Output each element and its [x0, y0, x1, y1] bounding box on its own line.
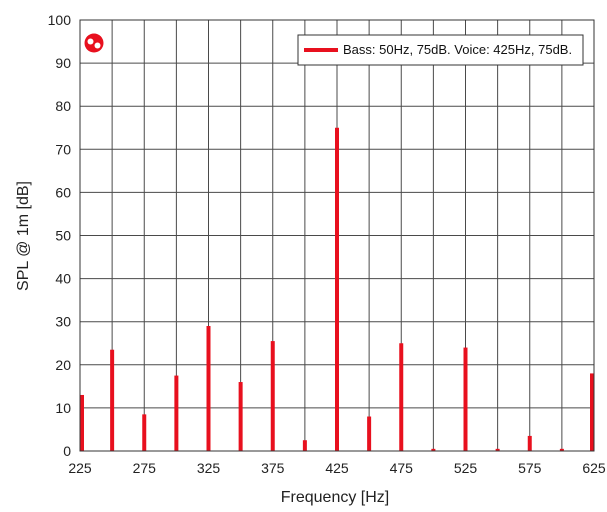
y-tick-label: 0	[63, 443, 71, 459]
legend: Bass: 50Hz, 75dB. Voice: 425Hz, 75dB.	[297, 34, 584, 66]
x-tick-label: 225	[68, 460, 92, 476]
bars	[80, 127, 594, 451]
spectrum-bar	[174, 375, 179, 451]
x-tick-label: 275	[133, 460, 157, 476]
spectrum-bar	[302, 440, 307, 451]
y-tick-label: 30	[55, 314, 71, 330]
spectrum-bar	[367, 416, 372, 451]
y-tick-label: 20	[55, 357, 71, 373]
y-tick-label: 90	[55, 55, 71, 71]
spectrum-bar	[431, 448, 436, 451]
x-tick-label: 575	[518, 460, 542, 476]
y-tick-label: 10	[55, 400, 71, 416]
y-tick-labels: 0 10 20 30 40 50 60 70 80 90 100	[48, 12, 72, 459]
spectrum-bar	[142, 414, 147, 451]
spectrum-bar	[110, 349, 115, 451]
spectrum-bar	[527, 435, 532, 451]
x-tick-label: 425	[325, 460, 349, 476]
spectrum-bar	[463, 347, 468, 451]
y-tick-label: 80	[55, 98, 71, 114]
y-tick-label: 100	[48, 12, 72, 28]
y-tick-label: 50	[55, 228, 71, 244]
spectrum-bar	[495, 448, 500, 451]
y-tick-label: 60	[55, 184, 71, 200]
brand-logo-icon	[84, 33, 104, 53]
spectrum-bar	[590, 373, 594, 451]
x-tick-labels: 225 275 325 375 425 475 525 575 625	[68, 460, 606, 476]
x-tick-label: 375	[261, 460, 285, 476]
spectrum-bar	[559, 448, 564, 451]
spectrum-bar	[206, 326, 211, 451]
spectrum-bar	[238, 382, 243, 451]
y-tick-label: 70	[55, 141, 71, 157]
x-tick-label: 525	[454, 460, 478, 476]
spectrum-bar	[270, 341, 275, 451]
spectrum-bar	[80, 394, 84, 451]
spectrum-bar	[335, 127, 339, 451]
x-tick-label: 625	[582, 460, 606, 476]
y-axis-label: SPL @ 1m [dB]	[15, 181, 32, 291]
legend-label: Bass: 50Hz, 75dB. Voice: 425Hz, 75dB.	[343, 42, 572, 57]
x-tick-label: 475	[390, 460, 414, 476]
x-axis-label: Frequency [Hz]	[281, 489, 389, 506]
plot-frame	[79, 19, 595, 452]
spectrum-bar	[399, 343, 404, 451]
x-tick-label: 325	[197, 460, 221, 476]
y-tick-label: 40	[55, 271, 71, 287]
legend-box	[297, 34, 584, 66]
